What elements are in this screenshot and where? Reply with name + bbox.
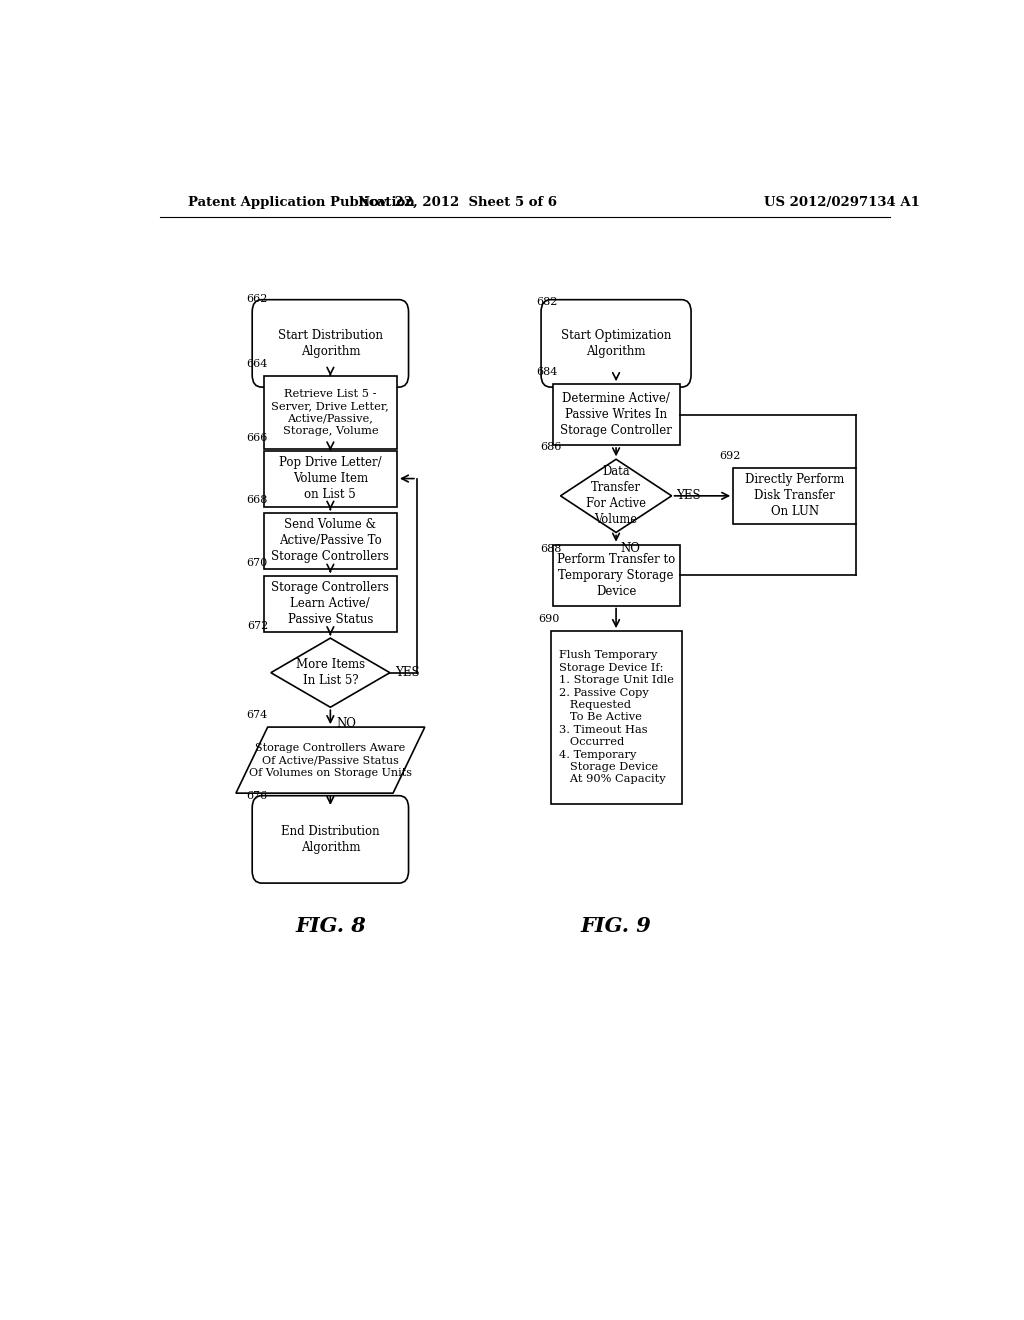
- Text: Retrieve List 5 -
Server, Drive Letter,
Active/Passive,
Storage, Volume: Retrieve List 5 - Server, Drive Letter, …: [271, 389, 389, 436]
- Text: Determine Active/
Passive Writes In
Storage Controller: Determine Active/ Passive Writes In Stor…: [560, 392, 672, 437]
- Text: More Items
In List 5?: More Items In List 5?: [296, 659, 365, 688]
- Text: 666: 666: [246, 433, 267, 444]
- Text: Start Distribution
Algorithm: Start Distribution Algorithm: [278, 329, 383, 358]
- Text: Patent Application Publication: Patent Application Publication: [187, 195, 415, 209]
- Text: End Distribution
Algorithm: End Distribution Algorithm: [281, 825, 380, 854]
- Bar: [264, 512, 397, 569]
- Text: 662: 662: [246, 293, 267, 304]
- Text: 692: 692: [719, 450, 740, 461]
- Text: Data
Transfer
For Active
Volume: Data Transfer For Active Volume: [586, 466, 646, 527]
- Bar: [551, 631, 682, 804]
- Polygon shape: [270, 638, 390, 708]
- Bar: [553, 545, 680, 606]
- Text: Start Optimization
Algorithm: Start Optimization Algorithm: [561, 329, 672, 358]
- Text: 686: 686: [541, 442, 562, 451]
- Bar: [733, 467, 856, 524]
- Text: 664: 664: [246, 359, 267, 368]
- Text: 688: 688: [541, 544, 562, 553]
- Text: 684: 684: [537, 367, 558, 376]
- Text: Pop Drive Letter/
Volume Item
on List 5: Pop Drive Letter/ Volume Item on List 5: [280, 457, 382, 502]
- Text: 676: 676: [246, 791, 267, 801]
- Text: Nov. 22, 2012  Sheet 5 of 6: Nov. 22, 2012 Sheet 5 of 6: [357, 195, 557, 209]
- Bar: [264, 576, 397, 631]
- Bar: [264, 450, 397, 507]
- Text: Perform Transfer to
Temporary Storage
Device: Perform Transfer to Temporary Storage De…: [557, 553, 675, 598]
- Text: YES: YES: [677, 490, 701, 503]
- Text: NO: NO: [337, 717, 356, 730]
- Text: Directly Perform
Disk Transfer
On LUN: Directly Perform Disk Transfer On LUN: [745, 474, 844, 519]
- FancyBboxPatch shape: [541, 300, 691, 387]
- Text: 668: 668: [246, 495, 267, 506]
- Text: 672: 672: [247, 620, 268, 631]
- Text: US 2012/0297134 A1: US 2012/0297134 A1: [764, 195, 921, 209]
- Text: Send Volume &
Active/Passive To
Storage Controllers: Send Volume & Active/Passive To Storage …: [271, 517, 389, 564]
- Text: 674: 674: [246, 710, 267, 719]
- Bar: [553, 384, 680, 445]
- Text: Flush Temporary
Storage Device If:
1. Storage Unit Idle
2. Passive Copy
   Reque: Flush Temporary Storage Device If: 1. St…: [559, 651, 674, 784]
- Text: 690: 690: [539, 614, 560, 624]
- Text: FIG. 8: FIG. 8: [295, 916, 366, 936]
- Polygon shape: [236, 727, 425, 793]
- Text: FIG. 9: FIG. 9: [581, 916, 651, 936]
- Text: NO: NO: [620, 543, 640, 556]
- FancyBboxPatch shape: [252, 300, 409, 387]
- Text: 682: 682: [537, 297, 558, 306]
- FancyBboxPatch shape: [252, 796, 409, 883]
- Text: YES: YES: [394, 667, 419, 680]
- Text: Storage Controllers
Learn Active/
Passive Status: Storage Controllers Learn Active/ Passiv…: [271, 581, 389, 626]
- Text: 670: 670: [246, 558, 267, 569]
- Text: Storage Controllers Aware
Of Active/Passive Status
Of Volumes on Storage Units: Storage Controllers Aware Of Active/Pass…: [249, 743, 412, 777]
- Polygon shape: [560, 459, 672, 532]
- Bar: [264, 376, 397, 449]
